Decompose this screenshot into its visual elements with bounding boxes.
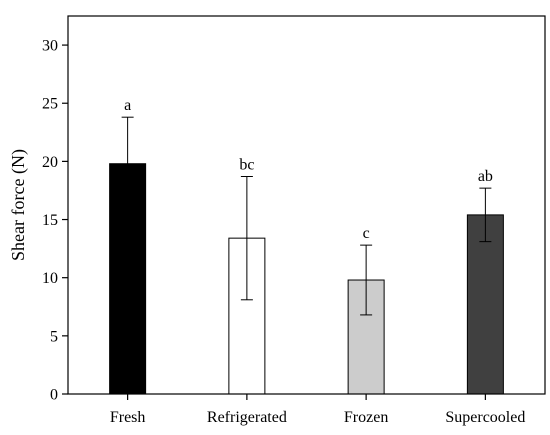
x-axis-ticks: Fresh Refrigerated Frozen Supercooled	[110, 394, 525, 426]
plot-frame	[67, 15, 546, 395]
significance-label: bc	[239, 157, 254, 174]
significance-label: a	[124, 97, 131, 114]
y-tick-label: 10	[42, 270, 58, 287]
significance-labels: a bc c ab	[124, 97, 493, 242]
x-tick-label: Fresh	[110, 409, 146, 426]
bar-supercooled	[466, 214, 504, 395]
y-tick-label: 0	[50, 387, 58, 404]
y-tick-label: 20	[42, 154, 58, 171]
y-tick-label: 5	[50, 328, 58, 345]
x-tick-label: Frozen	[344, 409, 388, 426]
x-tick-label: Supercooled	[445, 409, 525, 426]
y-axis-ticks: 0 5 10 15 20 25 30	[42, 38, 68, 404]
y-tick-label: 25	[42, 96, 58, 113]
bars	[109, 163, 504, 395]
y-tick-label: 30	[42, 38, 58, 55]
significance-label: c	[363, 225, 370, 242]
x-tick-label: Refrigerated	[207, 409, 287, 426]
y-axis-label: Shear force (N)	[8, 149, 29, 261]
significance-label: ab	[478, 168, 493, 185]
y-tick-label: 15	[42, 212, 58, 229]
error-bars	[121, 116, 492, 316]
